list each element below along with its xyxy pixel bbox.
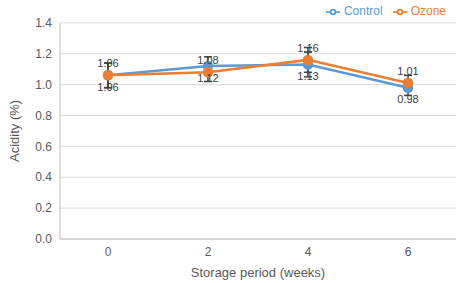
svg-text:0.2: 0.2 (35, 201, 52, 215)
svg-text:4: 4 (305, 245, 312, 259)
svg-text:2: 2 (205, 245, 212, 259)
svg-text:1.0: 1.0 (35, 78, 52, 92)
svg-text:Acidity (%): Acidity (%) (8, 100, 22, 162)
html-text:Control: Control (344, 4, 383, 18)
html-text:Ozone: Ozone (410, 4, 446, 18)
svg-text:1.13: 1.13 (297, 70, 318, 82)
svg-text:0.98: 0.98 (397, 93, 418, 105)
svg-text:1.16: 1.16 (297, 42, 318, 54)
svg-text:1.08: 1.08 (197, 54, 218, 66)
svg-text:0.8: 0.8 (35, 109, 52, 123)
svg-text:1.12: 1.12 (197, 72, 218, 84)
svg-text:1.06: 1.06 (97, 81, 118, 93)
svg-text:1.06: 1.06 (97, 57, 118, 69)
svg-text:0.0: 0.0 (35, 232, 52, 246)
svg-text:1.2: 1.2 (35, 47, 52, 61)
svg-text:1.01: 1.01 (397, 65, 418, 77)
svg-text:Storage period (weeks): Storage period (weeks) (191, 265, 325, 280)
svg-text:0.4: 0.4 (35, 170, 52, 184)
svg-text:0: 0 (105, 245, 112, 259)
svg-text:0.6: 0.6 (35, 140, 52, 154)
svg-text:6: 6 (405, 245, 412, 259)
svg-text:1.4: 1.4 (35, 16, 52, 30)
